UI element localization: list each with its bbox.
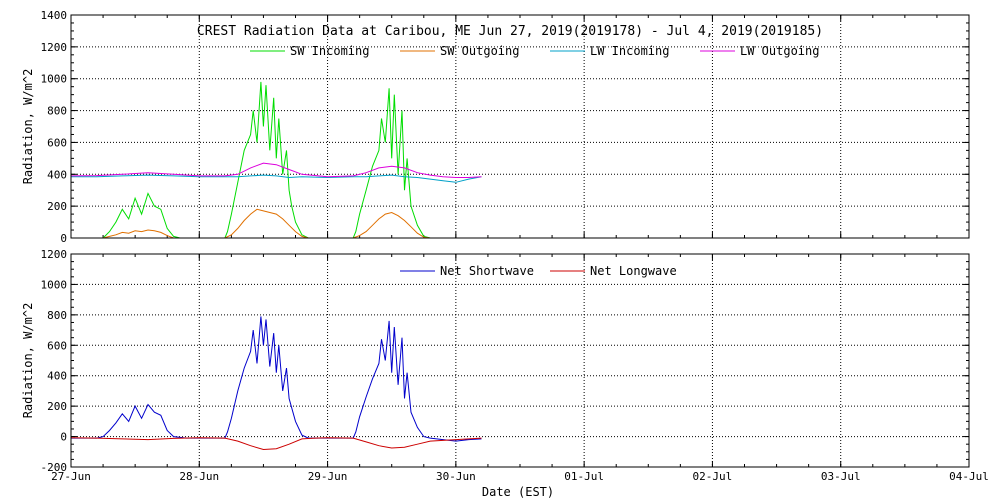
series-line-net-shortwave (71, 316, 482, 442)
chart-title: CREST Radiation Data at Caribou, ME Jun … (197, 24, 823, 39)
series-line-lw-outgoing (70, 162, 482, 178)
y-tick-label: 1200 (41, 248, 68, 261)
y-tick-label: 1400 (41, 9, 68, 22)
x-tick-label: 28-Jun (179, 470, 219, 483)
y-tick-label: 800 (47, 309, 67, 322)
y-tick-label: 1200 (41, 41, 68, 54)
legend-label: Net Shortwave (440, 264, 534, 278)
y-tick-label: 400 (47, 370, 67, 383)
x-tick-label: 02-Jul (693, 470, 733, 483)
x-tick-label: 30-Jun (436, 470, 476, 483)
legend-label: LW Incoming (590, 44, 669, 58)
x-axis-title: Date (EST) (482, 485, 554, 499)
series-line-net-longwave (70, 437, 482, 451)
legend-label: SW Incoming (290, 44, 369, 58)
y-tick-label: -200 (41, 461, 68, 474)
legend-label: LW Outgoing (740, 44, 819, 58)
x-tick-label: 27-Jun (51, 470, 91, 483)
x-tick-label: 29-Jun (308, 470, 348, 483)
y-tick-label: 1000 (41, 278, 68, 291)
y-tick-label: 600 (47, 339, 67, 352)
series-line-sw-outgoing (102, 208, 456, 239)
y-axis-title: Radiation, W/m^2 (21, 69, 35, 185)
y-tick-label: 1000 (41, 73, 68, 86)
x-tick-label: 04-Jul (949, 470, 989, 483)
y-tick-label: 200 (47, 200, 67, 213)
y-tick-label: 200 (47, 400, 67, 413)
series-line-lw-incoming (71, 174, 482, 183)
y-tick-label: 0 (60, 232, 67, 245)
x-tick-label: 01-Jul (564, 470, 604, 483)
legend-label: SW Outgoing (440, 44, 519, 58)
series-line-sw-incoming (102, 81, 456, 239)
y-tick-label: 400 (47, 168, 67, 181)
x-tick-label: 03-Jul (821, 470, 861, 483)
y-tick-label: 600 (47, 136, 67, 149)
y-tick-label: 0 (60, 431, 67, 444)
legend-label: Net Longwave (590, 264, 677, 278)
plot-frame (70, 14, 970, 239)
plot-frame (70, 253, 970, 468)
y-axis-title: Radiation, W/m^2 (21, 303, 35, 419)
y-tick-label: 800 (47, 105, 67, 118)
